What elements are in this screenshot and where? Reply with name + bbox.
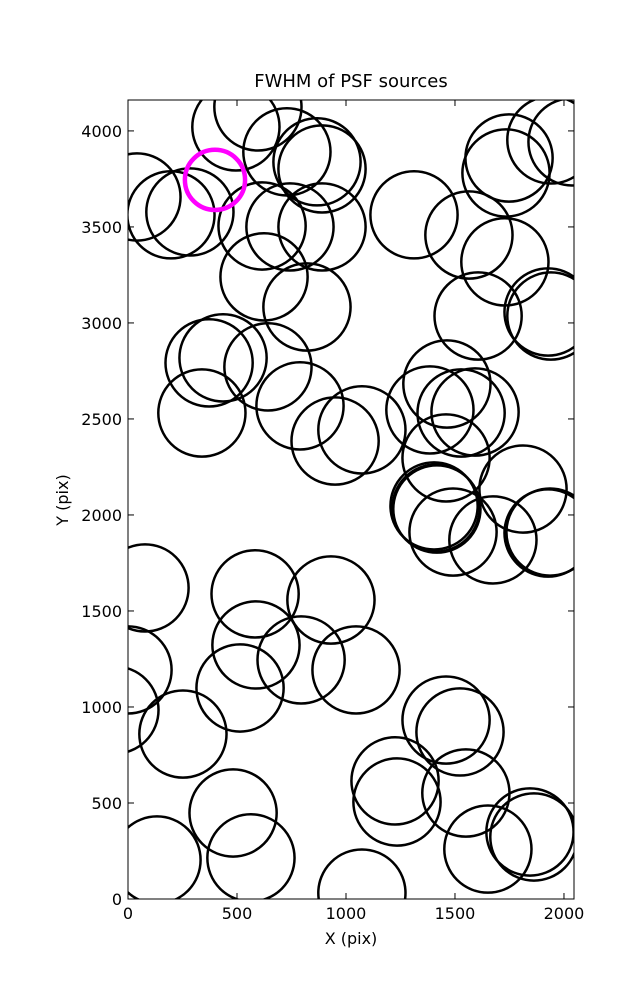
source-circle: [369, 169, 459, 260]
x-tick-label: 0: [123, 904, 133, 923]
source-circle: [223, 322, 313, 412]
source-circle: [408, 487, 498, 577]
source-circle: [464, 113, 554, 203]
source-circle: [188, 768, 278, 858]
y-tick-label: 0: [112, 890, 122, 909]
source-circle: [290, 396, 380, 486]
source-circle: [448, 495, 538, 585]
source-circle: [424, 190, 514, 280]
source-circle: [277, 182, 367, 272]
y-tick-label: 3000: [81, 314, 122, 333]
source-circle: [213, 100, 303, 152]
source-circle: [392, 464, 482, 554]
source-circle: [503, 267, 574, 357]
source-circle: [311, 625, 401, 715]
source-circle: [506, 271, 574, 361]
y-tick-label: 1000: [81, 698, 122, 717]
source-circle: [350, 736, 440, 826]
plot-area: [128, 100, 574, 899]
source-circle: [128, 815, 202, 899]
source-circle: [433, 271, 523, 361]
plot-frame: [127, 99, 575, 900]
y-tick-label: 4000: [81, 122, 122, 141]
source-circle: [317, 848, 407, 899]
source-circle: [178, 313, 268, 403]
source-circle: [317, 385, 407, 475]
source-circle: [182, 147, 248, 213]
y-tick-label: 2500: [81, 410, 122, 429]
x-tick-label: 500: [222, 904, 253, 923]
source-circle: [191, 100, 281, 172]
source-circle: [401, 413, 491, 503]
source-circle: [211, 600, 301, 690]
source-circle: [401, 675, 491, 765]
source-circle: [385, 365, 475, 455]
source-circle: [145, 167, 235, 257]
source-circle: [430, 367, 520, 457]
source-circle: [478, 444, 568, 534]
source-circle: [164, 318, 254, 408]
source-circle: [506, 100, 574, 185]
x-tick-label: 1500: [435, 904, 476, 923]
y-tick-label: 1500: [81, 602, 122, 621]
source-circle: [255, 361, 345, 451]
source-circle: [286, 555, 376, 645]
source-circle: [138, 689, 228, 779]
y-tick-label: 2000: [81, 506, 122, 525]
source-circle: [527, 100, 574, 187]
x-tick-label: 1000: [326, 904, 367, 923]
source-circle: [219, 232, 309, 322]
source-circle: [195, 643, 285, 733]
source-circle: [416, 368, 506, 458]
source-circle: [206, 813, 296, 899]
source-circle: [415, 687, 505, 777]
y-axis-label: Y (pix): [53, 474, 72, 526]
x-tick-label: 2000: [544, 904, 585, 923]
source-circle: [443, 804, 533, 894]
source-circle: [352, 757, 442, 847]
chart-title: FWHM of PSF sources: [254, 71, 448, 92]
source-circle: [128, 667, 160, 753]
y-tick-label: 500: [91, 794, 122, 813]
source-circle: [262, 262, 352, 352]
source-circle: [389, 461, 479, 551]
source-circle: [489, 792, 574, 882]
source-circle: [256, 615, 346, 705]
source-circle: [210, 549, 300, 639]
source-circle: [217, 181, 307, 271]
source-circle: [128, 169, 216, 260]
y-tick-label: 3500: [81, 218, 122, 237]
source-circle: [277, 124, 367, 214]
source-circle: [157, 368, 247, 458]
source-circle: [245, 182, 335, 272]
source-circle: [503, 488, 574, 578]
source-circle: [272, 116, 362, 207]
x-axis-label: X (pix): [325, 929, 378, 948]
source-circle: [128, 543, 190, 633]
source-circle: [402, 339, 492, 429]
